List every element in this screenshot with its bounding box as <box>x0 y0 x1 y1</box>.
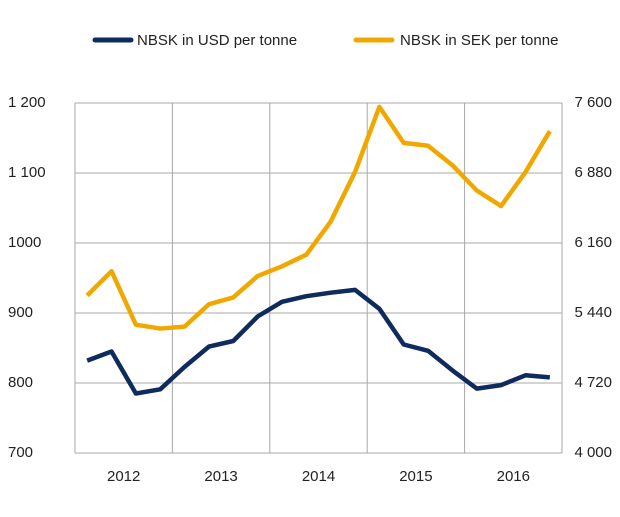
x-tick-label: 2012 <box>107 468 140 485</box>
y-tick-label: 800 <box>8 374 33 391</box>
x-tick-label: 2016 <box>497 468 530 485</box>
x-tick-label: 2014 <box>302 468 335 485</box>
legend-label: NBSK in SEK per tonne <box>400 32 558 49</box>
y2-tick-label: 6 160 <box>574 234 612 251</box>
y-tick-label: 1000 <box>8 234 41 251</box>
y-tick-label: 1 100 <box>8 164 46 181</box>
series-line <box>86 287 551 396</box>
legend-label: NBSK in USD per tonne <box>137 32 297 49</box>
y2-tick-label: 7 600 <box>574 94 612 111</box>
y2-tick-label: 6 880 <box>574 164 612 181</box>
y-tick-label: 700 <box>8 444 33 461</box>
y-tick-label: 900 <box>8 304 33 321</box>
y-tick-label: 1 200 <box>8 94 46 111</box>
y2-tick-label: 4 000 <box>574 444 612 461</box>
x-tick-label: 2013 <box>204 468 237 485</box>
series-line <box>85 104 552 331</box>
x-tick-label: 2015 <box>399 468 432 485</box>
y2-tick-label: 5 440 <box>574 304 612 321</box>
y2-tick-label: 4 720 <box>574 374 612 391</box>
